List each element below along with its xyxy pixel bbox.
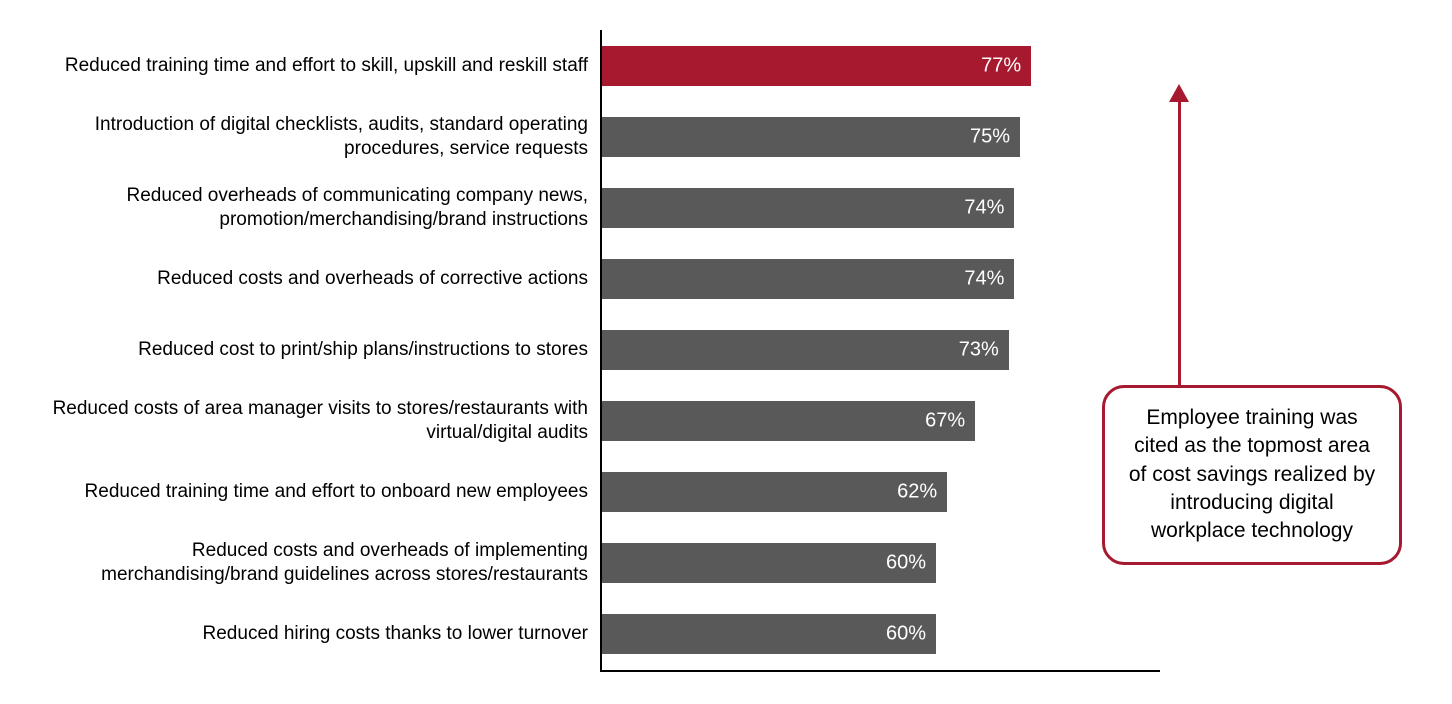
bar-track: 74% — [600, 243, 1200, 314]
bar-value: 67% — [925, 409, 965, 432]
bar-chart: Reduced training time and effort to skil… — [50, 30, 1200, 670]
bar: 75% — [600, 117, 1020, 157]
callout-arrow-head — [1169, 84, 1189, 102]
bar-label: Reduced cost to print/ship plans/instruc… — [50, 338, 600, 362]
bar-label: Reduced costs and overheads of correctiv… — [50, 267, 600, 291]
bar-track: 75% — [600, 101, 1200, 172]
bar-row: Reduced training time and effort to skil… — [50, 30, 1200, 101]
bar-label: Reduced overheads of communicating compa… — [50, 184, 600, 232]
bar-track: 73% — [600, 314, 1200, 385]
bar-label: Reduced costs and overheads of implement… — [50, 539, 600, 587]
bar-value: 75% — [970, 125, 1010, 148]
bar-value: 74% — [964, 267, 1004, 290]
bar: 60% — [600, 543, 936, 583]
bar-row: Reduced training time and effort to onbo… — [50, 456, 1200, 527]
bar-label: Reduced training time and effort to onbo… — [50, 480, 600, 504]
bar-track: 77% — [600, 30, 1200, 101]
bar: 67% — [600, 401, 975, 441]
bar-row: Reduced costs of area manager visits to … — [50, 385, 1200, 456]
bar-row: Reduced overheads of communicating compa… — [50, 172, 1200, 243]
bar-row: Introduction of digital checklists, audi… — [50, 101, 1200, 172]
bar-value: 74% — [964, 196, 1004, 219]
bar: 74% — [600, 259, 1014, 299]
bar-row: Reduced cost to print/ship plans/instruc… — [50, 314, 1200, 385]
bar: 74% — [600, 188, 1014, 228]
bar-label: Reduced costs of area manager visits to … — [50, 397, 600, 445]
callout-text: Employee training was cited as the topmo… — [1129, 406, 1375, 542]
bar-track: 74% — [600, 172, 1200, 243]
bar-row: Reduced costs and overheads of implement… — [50, 527, 1200, 598]
bar-value: 62% — [897, 480, 937, 503]
bar: 60% — [600, 614, 936, 654]
bar-label: Reduced hiring costs thanks to lower tur… — [50, 622, 600, 646]
bar: 77% — [600, 46, 1031, 86]
bar-value: 77% — [981, 54, 1021, 77]
callout-box: Employee training was cited as the topmo… — [1102, 385, 1402, 565]
bar-label: Reduced training time and effort to skil… — [50, 54, 600, 78]
bar-value: 60% — [886, 622, 926, 645]
bar-row: Reduced costs and overheads of correctiv… — [50, 243, 1200, 314]
bar-track: 60% — [600, 598, 1200, 669]
y-axis — [600, 30, 602, 672]
x-axis — [600, 670, 1160, 672]
bar-value: 73% — [959, 338, 999, 361]
callout-arrow-line — [1178, 102, 1181, 385]
bar: 73% — [600, 330, 1009, 370]
bar: 62% — [600, 472, 947, 512]
bar-row: Reduced hiring costs thanks to lower tur… — [50, 598, 1200, 669]
bar-label: Introduction of digital checklists, audi… — [50, 113, 600, 161]
bar-value: 60% — [886, 551, 926, 574]
